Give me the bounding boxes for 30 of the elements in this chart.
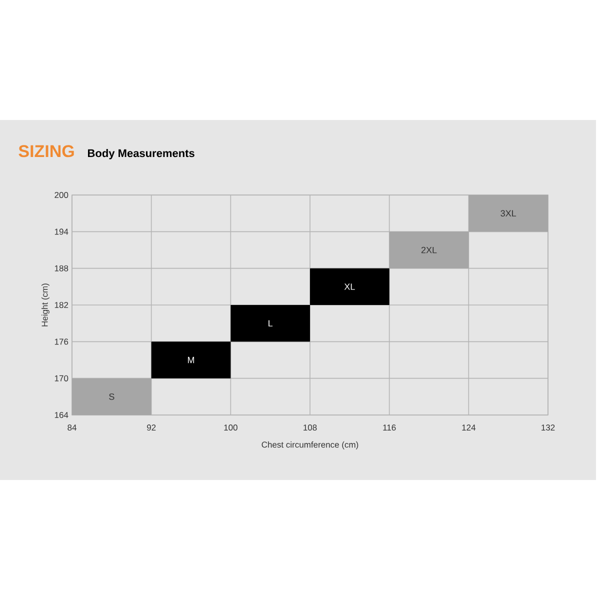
x-tick-label: 92 (146, 424, 156, 431)
annotation: 3XL (500, 210, 516, 217)
annotation: S (109, 393, 114, 400)
y-axis-title: Height (cm) (41, 284, 50, 326)
y-tick-label: 170 (54, 375, 68, 382)
x-tick-label: 100 (224, 424, 238, 431)
bar (230, 305, 310, 342)
annotation: M (188, 356, 194, 364)
bar (310, 268, 390, 305)
x-tick-label: 108 (304, 424, 317, 431)
annotation: 2XL (421, 246, 437, 254)
x-tick-label: 124 (462, 424, 476, 430)
x-axis-title: Chest circumference (cm) (262, 441, 358, 450)
annotation: XL (344, 284, 355, 290)
y-tick-label: 164 (54, 412, 68, 418)
y-tick-label: 188 (54, 265, 68, 272)
chart-subtitle: Body Measurements (88, 149, 194, 160)
chart-title: SIZING (18, 145, 74, 158)
y-tick-label: 200 (54, 192, 68, 198)
y-tick-label: 182 (54, 302, 68, 308)
bar (72, 378, 152, 415)
bar (468, 195, 548, 232)
annotation: L (268, 320, 273, 326)
y-tick-label: 194 (54, 228, 68, 235)
bar (151, 342, 231, 378)
x-tick-label: 132 (542, 424, 555, 431)
bar (389, 232, 469, 268)
x-tick-label: 116 (383, 424, 396, 431)
y-tick-label: 176 (54, 338, 68, 345)
x-tick-label: 84 (68, 424, 76, 431)
